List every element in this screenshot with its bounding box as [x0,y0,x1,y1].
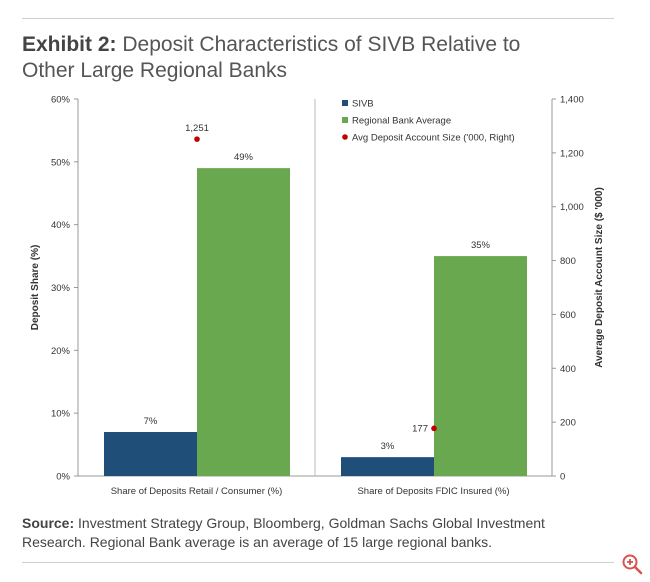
legend-label: SIVB [352,99,374,110]
bar-data-label: 3% [381,441,395,452]
top-rule [22,18,614,19]
source-text: Investment Strategy Group, Bloomberg, Go… [78,515,545,531]
bar-chart: 0% 10% 20% 30% 40% 50% 60% 0 200 400 600 800 1,000 1,… [30,95,605,498]
source-text-2: Research. Regional Bank average is an av… [22,534,493,550]
avg-size-point-1 [431,425,437,432]
avg-size-label: 177 [412,423,428,434]
bar-regional-0 [197,168,290,476]
bar-data-label: 7% [144,416,158,427]
y2-tick-label: 1,200 [560,148,584,159]
bar-regional-1 [434,256,527,476]
legend-swatch [342,134,348,140]
source-lead: Source: [22,515,75,531]
title-text: Deposit Characteristics of SIVB Relative… [122,33,521,56]
x-category-label: Share of Deposits FDIC Insured (%) [357,486,509,497]
y-tick-label: 30% [51,283,71,294]
bar-sivb-1 [341,457,434,476]
source-note: Source: Investment Strategy Group, Bloom… [22,514,632,552]
title-lead: Exhibit 2: [22,33,117,56]
zoom-in-icon[interactable] [621,553,643,575]
bottom-rule [22,562,614,563]
chart-title: Exhibit 2: Deposit Characteristics of SI… [22,32,622,84]
legend-swatch [342,117,348,123]
y-tick-label: 60% [51,95,71,106]
y2-tick-label: 200 [560,418,576,429]
y-tick-label: 10% [51,409,71,420]
bar-data-label: 35% [471,240,491,251]
legend-label: Avg Deposit Account Size ('000, Right) [352,133,515,144]
avg-size-label: 1,251 [185,123,209,134]
y-tick-label: 0% [56,472,70,483]
avg-size-point-0 [194,136,200,142]
y-tick-label: 40% [51,220,71,231]
y-tick-label: 50% [51,157,71,168]
bar-sivb-0 [104,432,197,476]
y2-axis-title: Average Deposit Account Size ($ '000) [594,187,605,368]
y2-tick-label: 800 [560,256,576,267]
legend-label: Regional Bank Average [352,116,451,127]
y2-tick-label: 1,000 [560,202,584,213]
bar-data-label: 49% [234,152,254,163]
y2-tick-label: 400 [560,364,576,375]
x-category-label: Share of Deposits Retail / Consumer (%) [111,486,283,497]
y-tick-label: 20% [51,346,71,357]
y2-tick-label: 0 [560,472,565,483]
y-axis-title: Deposit Share (%) [30,245,41,331]
legend-swatch [342,100,348,106]
y2-tick-label: 600 [560,310,576,321]
y2-tick-label: 1,400 [560,95,584,106]
title-line2: Other Large Regional Banks [22,59,287,82]
